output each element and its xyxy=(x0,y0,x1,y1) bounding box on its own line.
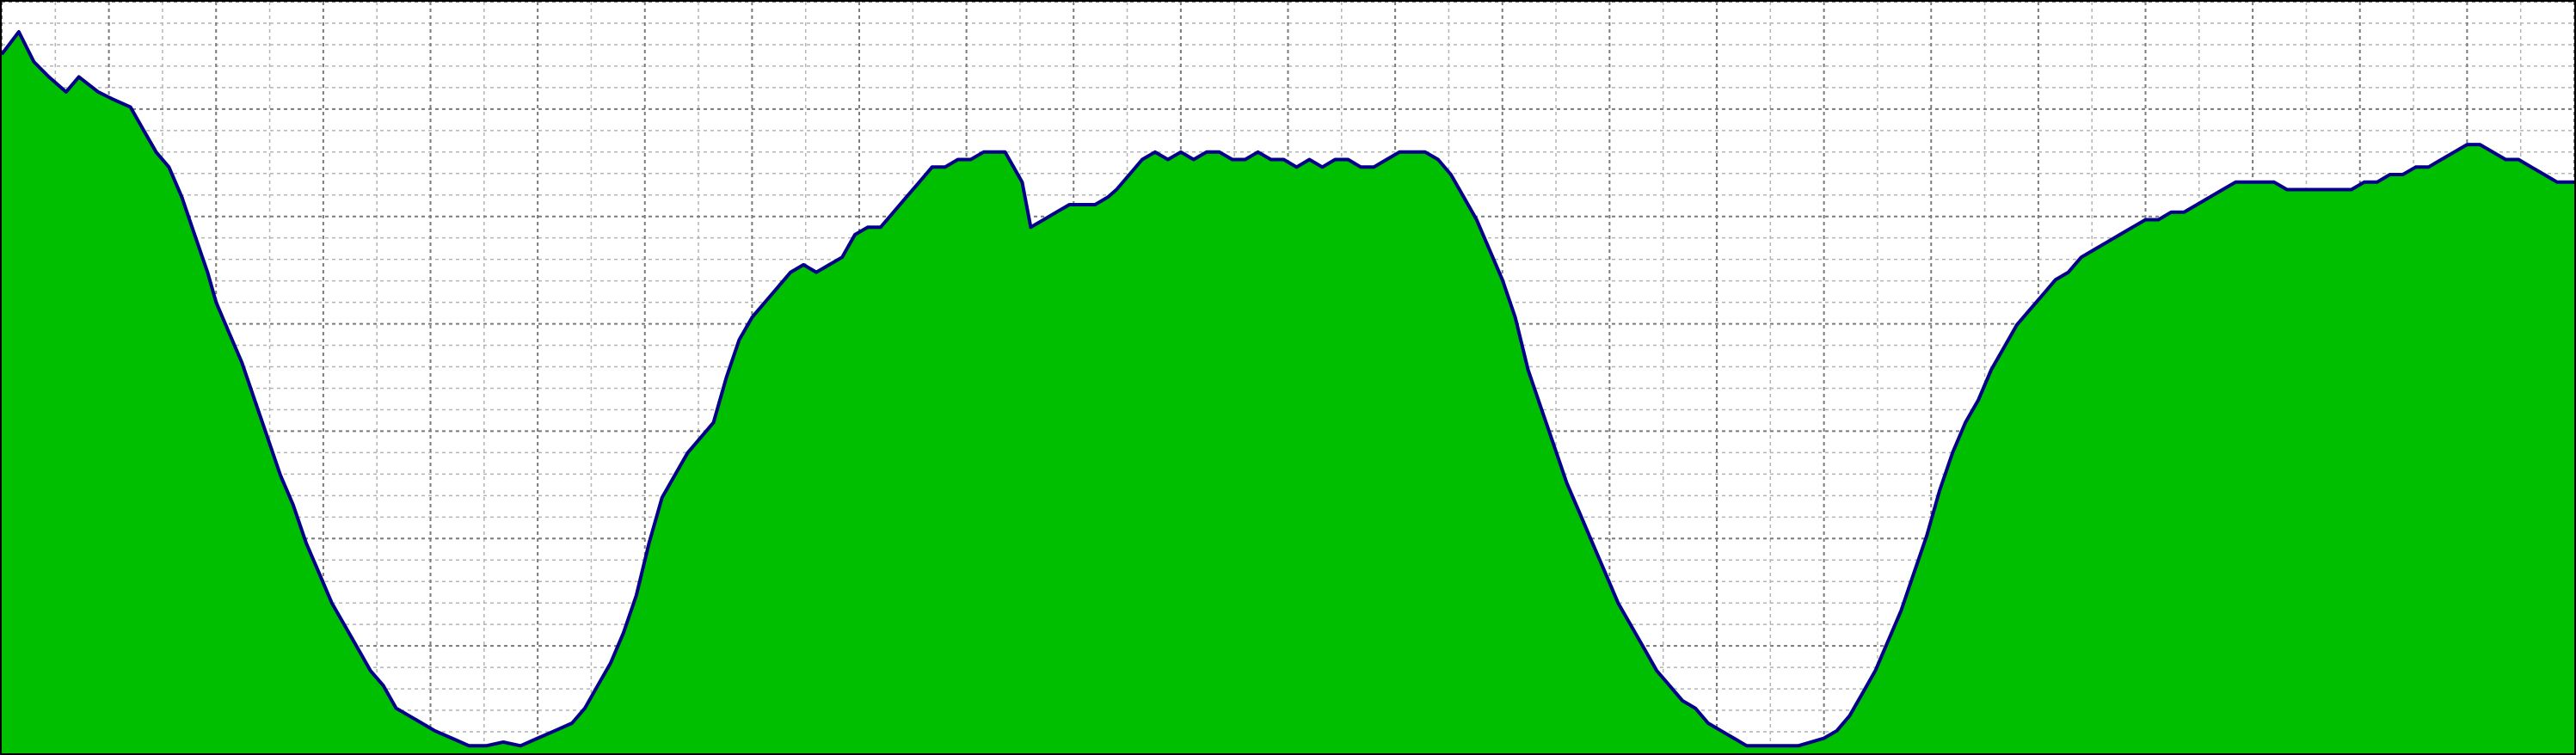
area-fill-series-signal xyxy=(2,32,2574,753)
line-series-signal xyxy=(2,30,2574,748)
